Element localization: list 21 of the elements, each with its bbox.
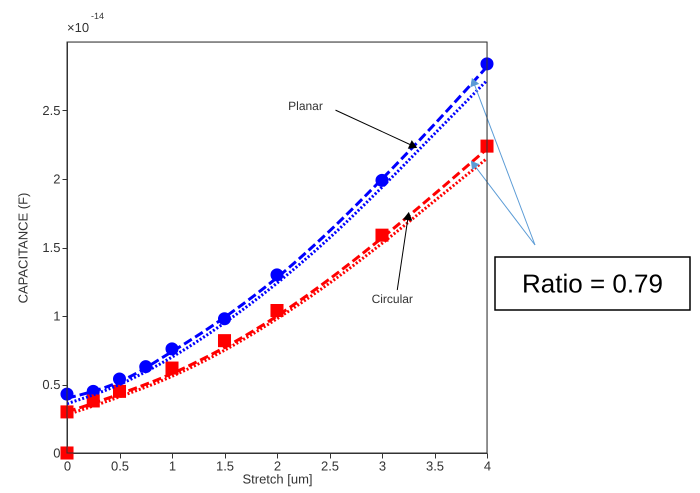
x-tick-label: 3.5: [426, 458, 444, 474]
x-tick-label: 0.5: [110, 458, 130, 474]
y-tick-label: 1.5: [42, 240, 60, 255]
y-tick-label: 2.5: [42, 103, 60, 118]
x-tick-label: 0: [64, 458, 72, 474]
x-tick-label: 1: [168, 458, 176, 474]
x-tick-label: 2: [274, 458, 282, 474]
y-tick-label: 2: [53, 172, 60, 186]
annotation: Ratio = 0.79: [522, 268, 663, 298]
x-tick-label: 1.5: [216, 458, 234, 474]
y-tick-label: 0.5: [42, 377, 60, 392]
y-tick-label: 0: [53, 446, 60, 460]
x-tick-label: 2.5: [320, 458, 340, 474]
annotation: Circular: [372, 292, 413, 306]
y-tick-label: 1: [53, 308, 60, 324]
x-tick-label: 4: [484, 458, 492, 474]
x-axis-title: Stretch [um]: [242, 472, 313, 486]
annotation: Planar: [288, 99, 323, 114]
text: ×10-14: [67, 11, 104, 35]
x-tick-label: 3: [378, 458, 386, 474]
y-axis-title: CAPACITANCE (F): [15, 192, 30, 304]
